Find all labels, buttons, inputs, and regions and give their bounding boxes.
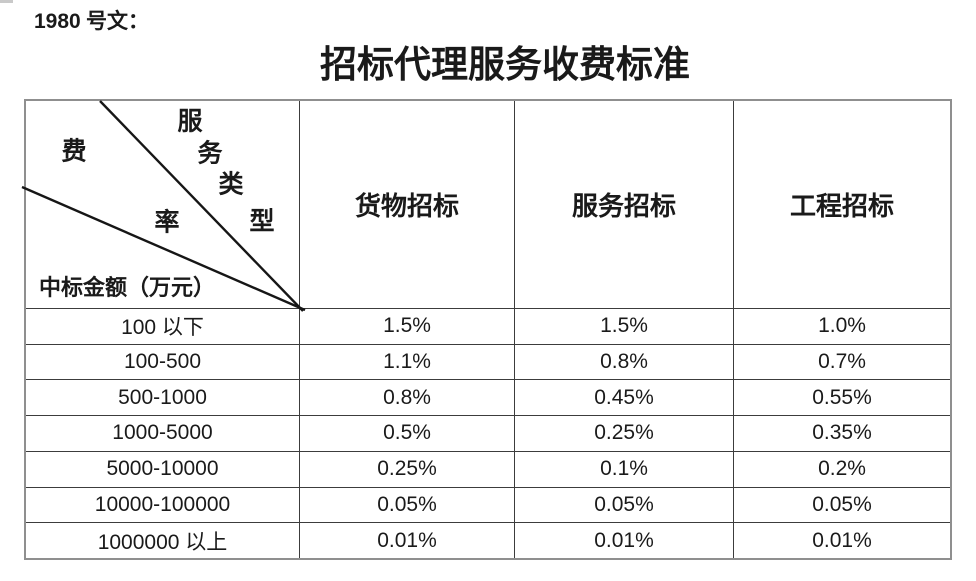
corner-char-type4: 型: [249, 208, 275, 236]
cell-goods-rate: 0.25%: [299, 450, 514, 487]
cell-service-rate: 0.01%: [514, 522, 733, 558]
cell-service-rate: 1.5%: [514, 308, 733, 344]
cell-goods-rate: 0.05%: [299, 486, 514, 523]
row-label-amount-range: 5000-10000: [26, 450, 299, 487]
page-title: 招标代理服务收费标准: [320, 45, 690, 86]
cell-service-rate: 0.45%: [514, 379, 733, 416]
diagonal-line-lower: [21, 185, 306, 312]
column-header-service-bidding: 服务招标: [514, 101, 733, 308]
cell-engineering-rate: 1.0%: [733, 308, 950, 344]
corner-amount-axis-label: 中标金额（万元）: [39, 275, 216, 300]
cell-goods-rate: 0.8%: [299, 379, 514, 416]
corner-char-service: 服: [177, 108, 203, 136]
corner-char-fee: 费: [61, 138, 87, 166]
cell-engineering-rate: 0.05%: [733, 486, 950, 523]
cell-goods-rate: 1.5%: [299, 308, 514, 344]
column-header-goods-bidding: 货物招标: [299, 101, 514, 308]
doc-suffix: 号文：: [85, 9, 149, 33]
cell-goods-rate: 0.01%: [299, 522, 514, 558]
column-header-engineering-bidding: 工程招标: [733, 101, 950, 308]
row-label-amount-range: 100 以下: [26, 308, 299, 344]
cell-goods-rate: 0.5%: [299, 415, 514, 451]
row-label-amount-range: 500-1000: [26, 379, 299, 415]
row-label-amount-range: 1000-5000: [26, 415, 299, 451]
cell-engineering-rate: 0.01%: [733, 522, 950, 558]
cell-engineering-rate: 0.7%: [733, 343, 950, 380]
doc-reference: 1980 号文：: [34, 5, 149, 35]
row-label-amount-range: 10000-100000: [26, 486, 299, 523]
cell-service-rate: 0.25%: [514, 415, 733, 451]
fee-standard-table: 费 率 服 务 类 型 中标金额（万元） 货物招标 服务招标 工程招标 100 …: [21, 99, 952, 560]
cell-goods-rate: 1.1%: [299, 343, 514, 380]
row-label-amount-range: 1000000 以上: [26, 522, 299, 558]
cell-service-rate: 0.8%: [514, 343, 733, 380]
row-label-amount-range: 100-500: [26, 343, 299, 380]
cell-engineering-rate: 0.35%: [733, 415, 950, 451]
table-corner-diagonal-cell: 费 率 服 务 类 型 中标金额（万元）: [21, 100, 306, 312]
scan-edge-artifact: [0, 0, 13, 3]
corner-char-rate: 率: [154, 209, 180, 237]
corner-char-type2: 务: [197, 140, 223, 168]
cell-engineering-rate: 0.55%: [733, 379, 950, 416]
cell-engineering-rate: 0.2%: [733, 450, 950, 487]
cell-service-rate: 0.1%: [514, 450, 733, 487]
diagonal-line-upper: [99, 100, 304, 312]
cell-service-rate: 0.05%: [514, 486, 733, 523]
corner-char-type3: 类: [218, 171, 244, 199]
diagonal-lines: [21, 100, 306, 312]
doc-number: 1980: [34, 10, 81, 33]
